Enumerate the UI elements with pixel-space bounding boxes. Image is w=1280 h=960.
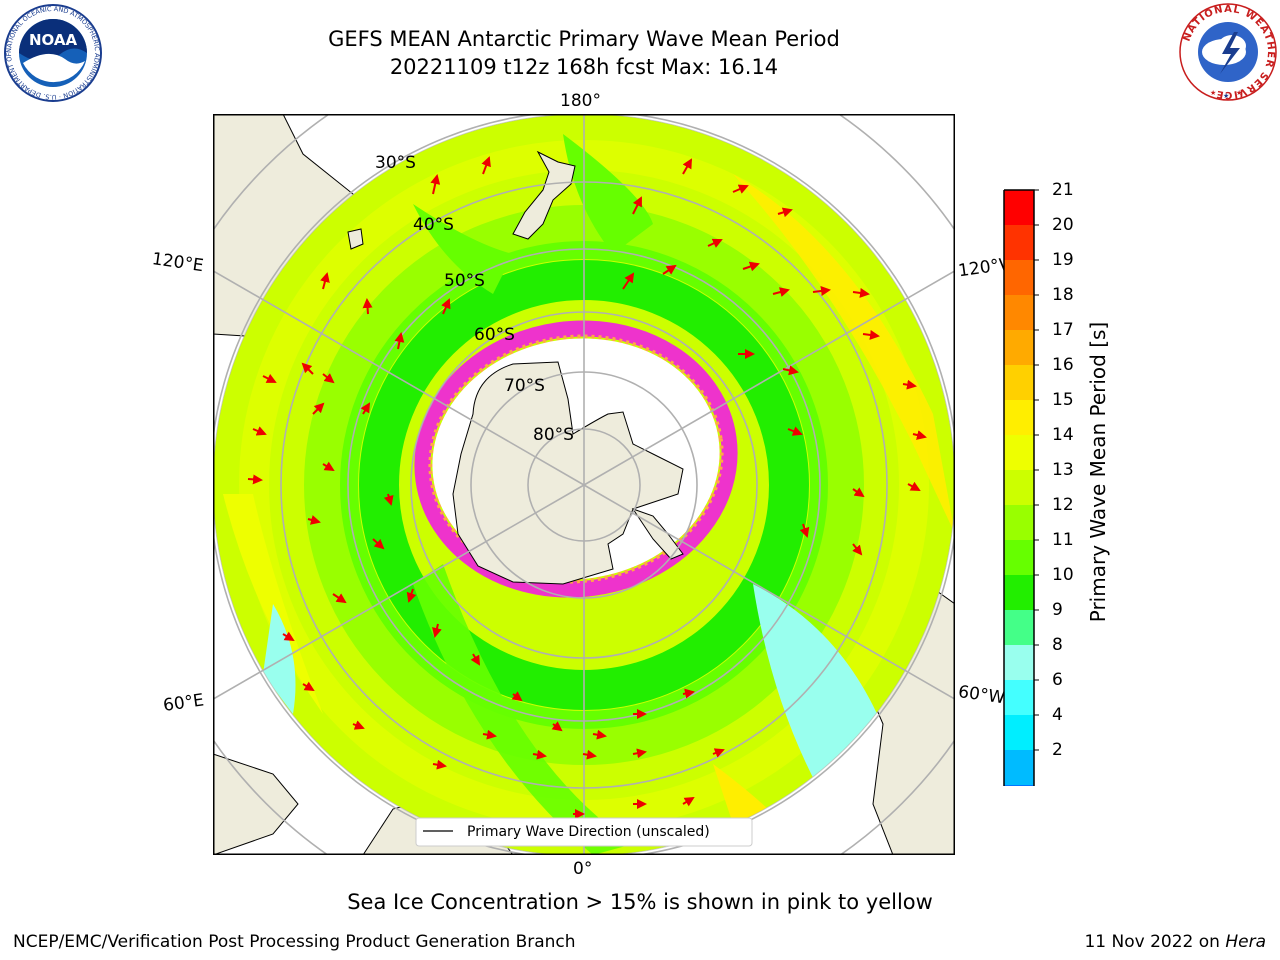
- lat-label-30s: 30°S: [375, 153, 416, 173]
- colorbar-tick-label: 15: [1052, 390, 1074, 410]
- legend-label: Primary Wave Direction (unscaled): [467, 824, 710, 840]
- colorbar-title: Primary Wave Mean Period [s]: [1086, 321, 1110, 623]
- colorbar-tick-label: 4: [1052, 705, 1063, 725]
- land-antarctica: [452, 361, 684, 585]
- colorbar-tick-label: 13: [1052, 460, 1074, 480]
- lat-label-70s: 70°S: [504, 376, 545, 396]
- colorbar-segment: [1004, 435, 1034, 470]
- lat-label-80s: 80°S: [533, 425, 574, 445]
- colorbar-tick-label: 16: [1052, 355, 1074, 375]
- colorbar-tick-label: 2: [1052, 740, 1063, 760]
- nws-logo: NATIONAL WEATHER SERVICE ★ ★ ★: [1179, 3, 1277, 101]
- colorbar-segment: [1004, 680, 1034, 715]
- colorbar-segment: [1004, 645, 1034, 680]
- colorbar-tick-label: 9: [1052, 600, 1063, 620]
- polar-map: 30°S 40°S 50°S 60°S 70°S 80°S Primary Wa…: [213, 114, 955, 855]
- colorbar-tick-label: 12: [1052, 495, 1074, 515]
- colorbar-tick-label: 14: [1052, 425, 1074, 445]
- land-tasmania: [347, 228, 364, 250]
- map-legend: Primary Wave Direction (unscaled): [415, 817, 753, 847]
- colorbar-tick-label: 17: [1052, 320, 1074, 340]
- sea-ice-note: Sea Ice Concentration > 15% is shown in …: [347, 890, 933, 914]
- lat-label-60s: 60°S: [474, 325, 515, 345]
- colorbar-segment: [1004, 610, 1034, 645]
- colorbar-segment: [1004, 505, 1034, 540]
- colorbar-segment: [1004, 365, 1034, 400]
- land-antarctic-peninsula: [631, 508, 684, 560]
- colorbar-segment: [1004, 225, 1034, 260]
- lon-label-0: 0°: [573, 859, 592, 879]
- lon-label-60e: 60°E: [162, 690, 205, 715]
- plot-title: GEFS MEAN Antarctic Primary Wave Mean Pe…: [328, 27, 840, 51]
- lat-label-50s: 50°S: [444, 271, 485, 291]
- sea-ice-edge: [414, 320, 738, 598]
- svg-text:★: ★: [1210, 89, 1216, 97]
- footer-date-text: 11 Nov 2022 on: [1084, 932, 1226, 952]
- lon-label-60w: 60°W: [957, 682, 1006, 708]
- footer-date: 11 Nov 2022 on Hera: [1084, 932, 1266, 952]
- colorbar-segment: [1004, 295, 1034, 330]
- svg-text:★: ★: [1236, 89, 1242, 97]
- noaa-logo-text: NOAA: [29, 31, 78, 49]
- sea-ice-inner: [428, 334, 724, 584]
- colorbar-segment: [1004, 715, 1034, 750]
- colorbar-segment: [1004, 540, 1034, 575]
- colorbar-segment: [1004, 400, 1034, 435]
- colorbar-tick-label: 10: [1052, 565, 1074, 585]
- land-new-zealand: [512, 150, 576, 240]
- colorbar-tick-label: 11: [1052, 530, 1074, 550]
- colorbar-segment: [1004, 575, 1034, 610]
- colorbar-tick-label: 19: [1052, 250, 1074, 270]
- colorbar-tick-label: 6: [1052, 670, 1063, 690]
- svg-text:★: ★: [1223, 92, 1229, 100]
- lon-label-120e: 120°E: [151, 249, 205, 276]
- colorbar-segment: [1004, 750, 1034, 785]
- graticule: [213, 114, 955, 855]
- lon-label-180: 180°: [560, 91, 601, 111]
- colorbar-segment: [1004, 330, 1034, 365]
- footer-host: Hera: [1225, 932, 1266, 952]
- colorbar-tick-label: 8: [1052, 635, 1063, 655]
- footer-branch: NCEP/EMC/Verification Post Processing Pr…: [13, 932, 576, 952]
- colorbar-segment: [1004, 785, 1034, 786]
- colorbar: [1003, 189, 1039, 786]
- colorbar-segment: [1004, 260, 1034, 295]
- colorbar-tick-label: 18: [1052, 285, 1074, 305]
- noaa-logo: NATIONAL OCEANIC AND ATMOSPHERIC ADMINIS…: [3, 3, 102, 102]
- lat-label-40s: 40°S: [413, 215, 454, 235]
- colorbar-tick-label: 21: [1052, 180, 1074, 200]
- colorbar-tick-label: 20: [1052, 215, 1074, 235]
- land-africa: [213, 753, 299, 855]
- colorbar-segment: [1004, 470, 1034, 505]
- plot-subtitle: 20221109 t12z 168h fcst Max: 16.14: [389, 55, 779, 79]
- colorbar-segment: [1004, 190, 1034, 225]
